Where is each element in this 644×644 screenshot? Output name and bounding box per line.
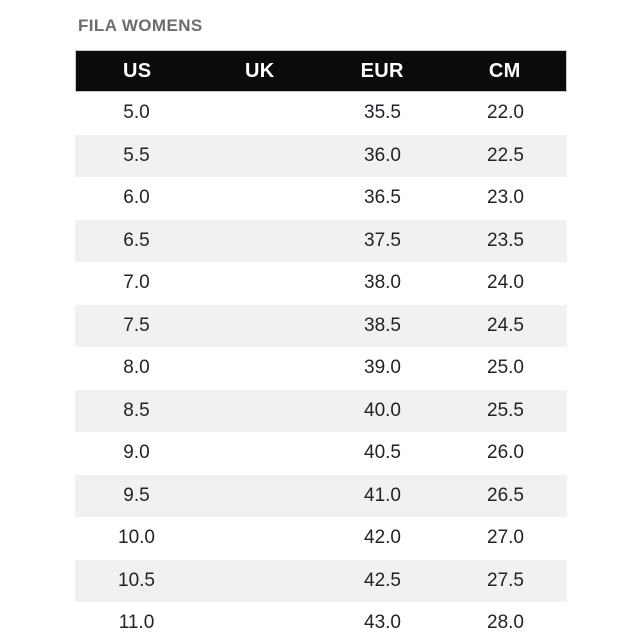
cell-uk [198, 135, 321, 178]
table-header-row: US UK EUR CM [75, 50, 567, 92]
cell-uk [198, 475, 321, 518]
cell-eur: 36.5 [364, 187, 401, 209]
cell-eur: 38.0 [364, 272, 401, 294]
cell-us: 7.0 [123, 272, 150, 294]
cell-us: 5.5 [123, 144, 150, 166]
cell-cm: 24.5 [487, 314, 524, 336]
cell-cm: 26.5 [487, 484, 524, 506]
cell-eur: 41.0 [364, 484, 401, 506]
table-row: 7.5 38.5 24.5 [75, 304, 567, 348]
cell-us: 9.0 [123, 442, 150, 464]
cell-us: 7.5 [123, 314, 150, 336]
column-header-eur: EUR [360, 59, 404, 82]
cell-eur: 39.0 [364, 357, 401, 379]
cell-uk [198, 517, 321, 560]
column-header-us: US [123, 59, 152, 82]
cell-us: 10.0 [118, 527, 155, 549]
cell-uk [198, 347, 321, 390]
cell-cm: 28.0 [487, 612, 524, 634]
cell-eur: 42.5 [364, 569, 401, 591]
table-row: 10.0 42.0 27.0 [75, 517, 567, 560]
cell-uk [198, 262, 321, 305]
cell-cm: 22.5 [487, 144, 524, 166]
cell-us: 6.0 [123, 187, 150, 209]
table-row: 11.0 43.0 28.0 [75, 602, 567, 644]
cell-eur: 37.5 [364, 229, 401, 251]
cell-cm: 23.5 [487, 229, 524, 251]
cell-cm: 24.0 [487, 272, 524, 294]
table-row: 7.0 38.0 24.0 [75, 262, 567, 305]
cell-us: 8.5 [123, 399, 150, 421]
table-row: 8.5 40.0 25.5 [75, 389, 567, 433]
cell-eur: 38.5 [364, 314, 401, 336]
cell-eur: 35.5 [364, 102, 401, 124]
cell-eur: 40.5 [364, 442, 401, 464]
cell-eur: 36.0 [364, 144, 401, 166]
cell-cm: 25.5 [487, 399, 524, 421]
cell-us: 11.0 [118, 612, 155, 634]
cell-us: 5.0 [123, 102, 150, 124]
cell-cm: 27.0 [487, 527, 524, 549]
cell-eur: 42.0 [364, 527, 401, 549]
table-row: 5.0 35.5 22.0 [75, 92, 567, 135]
cell-eur: 43.0 [364, 612, 401, 634]
cell-cm: 22.0 [487, 102, 524, 124]
size-chart-title: FILA WOMENS [78, 16, 203, 35]
table-body: 5.0 35.5 22.0 5.5 36.0 22.5 6.0 36.5 23.0 6.5 37.5… [75, 92, 567, 644]
cell-cm: 23.0 [487, 187, 524, 209]
cell-us: 10.5 [118, 569, 155, 591]
cell-uk [198, 602, 321, 644]
cell-us: 8.0 [123, 357, 150, 379]
cell-us: 6.5 [123, 229, 150, 251]
cell-us: 9.5 [123, 484, 150, 506]
cell-uk [198, 177, 321, 220]
cell-uk [198, 560, 321, 603]
cell-uk [198, 92, 321, 135]
table-row: 6.5 37.5 23.5 [75, 219, 567, 263]
cell-uk [198, 390, 321, 433]
cell-cm: 26.0 [487, 442, 524, 464]
cell-cm: 25.0 [487, 357, 524, 379]
column-header-cm: CM [488, 59, 521, 82]
table-row: 8.0 39.0 25.0 [75, 347, 567, 390]
cell-uk [198, 220, 321, 263]
column-header-uk: UK [245, 59, 275, 82]
table-row: 9.0 40.5 26.0 [75, 432, 567, 475]
table-row: 5.5 36.0 22.5 [75, 134, 567, 178]
cell-uk [198, 432, 321, 475]
table-row: 9.5 41.0 26.5 [75, 474, 567, 518]
cell-eur: 40.0 [364, 399, 401, 421]
table-row: 10.5 42.5 27.5 [75, 559, 567, 603]
cell-uk [198, 305, 321, 348]
cell-cm: 27.5 [487, 569, 524, 591]
table-row: 6.0 36.5 23.0 [75, 177, 567, 220]
size-conversion-table: US UK EUR CM 5.0 35.5 22.0 5.5 36.0 22.5 6.0 36… [75, 50, 567, 644]
